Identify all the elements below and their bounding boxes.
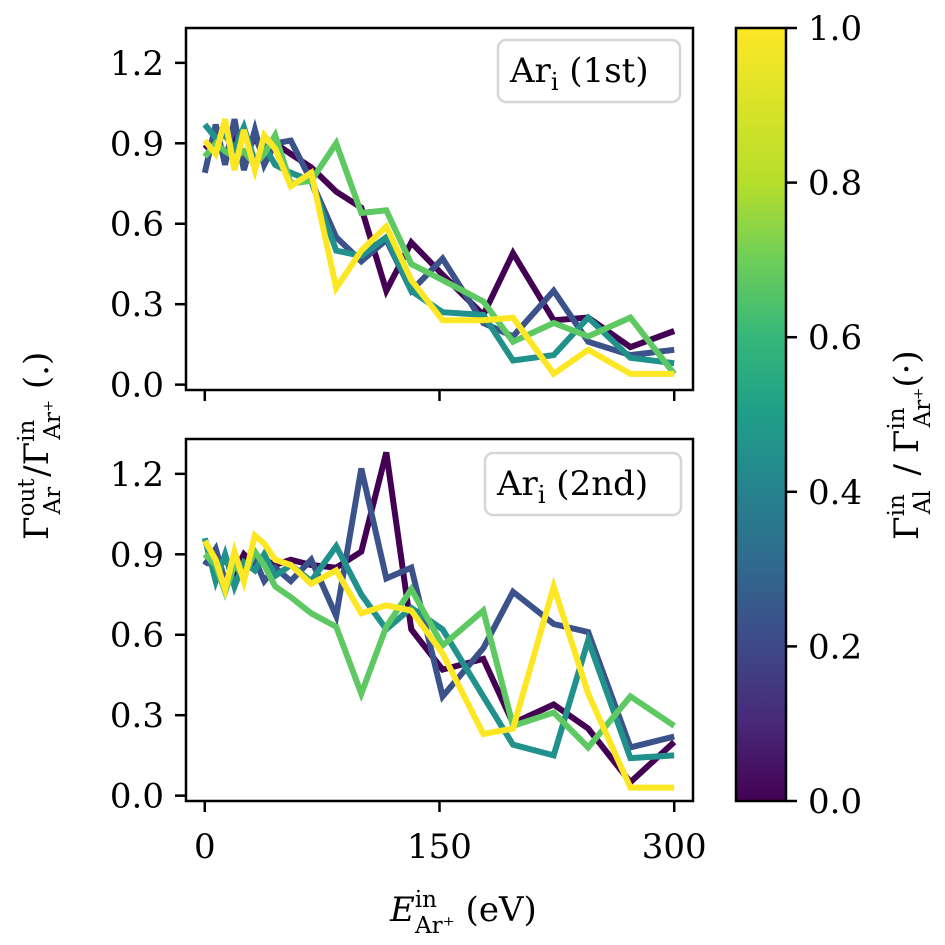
- top-y-tick-label: 0.9: [110, 124, 164, 164]
- x-axis-title: Ein Ar⁺ (eV): [389, 887, 537, 939]
- y-axis-title: ΓoutAr/ΓinAr⁺ (.): [14, 352, 66, 540]
- bottom-y-tick-label: 0.6: [110, 616, 164, 656]
- colorbar-title: ΓinAl / ΓinAr⁺(·): [884, 350, 936, 540]
- bottom-panel: 0.0 0.3 0.6 0.9 1.2 0 150 300 Ari (2nd): [110, 437, 707, 867]
- bottom-ticks: 0.0 0.3 0.6 0.9 1.2 0 150 300: [110, 455, 707, 867]
- colorbar-frame: [734, 26, 788, 803]
- bottom-x-tick-label: 150: [407, 827, 472, 867]
- bottom-y-tick-label: 0.0: [110, 777, 164, 817]
- bottom-legend-label: Ari (2nd): [496, 464, 648, 509]
- top-series-group: [201, 118, 677, 379]
- bottom-y-tick-label: 0.9: [110, 535, 164, 575]
- bottom-y-tick-label: 1.2: [110, 455, 164, 495]
- bottom-legend: Ari (2nd): [483, 451, 683, 517]
- colorbar-tick-label: 0.0: [808, 782, 862, 822]
- top-legend-label: Ari (1st): [509, 51, 649, 96]
- top-series-line-4: [202, 118, 675, 379]
- colorbar-tick-label: 0.2: [808, 627, 862, 667]
- colorbar-tick-label: 0.4: [808, 473, 862, 513]
- top-y-tick-label: 1.2: [110, 44, 164, 84]
- top-legend-box: [496, 38, 682, 104]
- bottom-x-tick-label: 0: [194, 827, 216, 867]
- colorbar-tick-label: 0.8: [808, 164, 862, 204]
- bottom-x-tick-label: 300: [642, 827, 707, 867]
- top-y-tick-label: 0.6: [110, 205, 164, 245]
- colorbar-tick-label: 0.6: [808, 318, 862, 358]
- top-legend: Ari (1st): [496, 38, 682, 104]
- bottom-series-group: [201, 451, 677, 791]
- top-ticks: 0.0 0.3 0.6 0.9 1.2: [110, 44, 676, 406]
- bottom-y-tick-label: 0.3: [110, 696, 164, 736]
- top-y-tick-label: 0.0: [110, 366, 164, 406]
- bottom-legend-box: [483, 451, 683, 517]
- top-series-line-3: [202, 128, 677, 376]
- colorbar: 0.0 0.2 0.4 0.6 0.8 1.0 ΓinAl / ΓinAr⁺(·): [734, 9, 936, 822]
- top-y-tick-label: 0.3: [110, 285, 164, 325]
- bottom-series-line-4: [202, 529, 675, 791]
- colorbar-ticks: 0.0 0.2 0.4 0.6 0.8 1.0: [786, 9, 862, 822]
- colorbar-gradient: [736, 28, 786, 801]
- colorbar-tick-label: 1.0: [808, 9, 862, 49]
- bottom-series-line-2: [201, 537, 675, 762]
- top-panel: 0.0 0.3 0.6 0.9 1.2 Ari (1st): [110, 26, 695, 406]
